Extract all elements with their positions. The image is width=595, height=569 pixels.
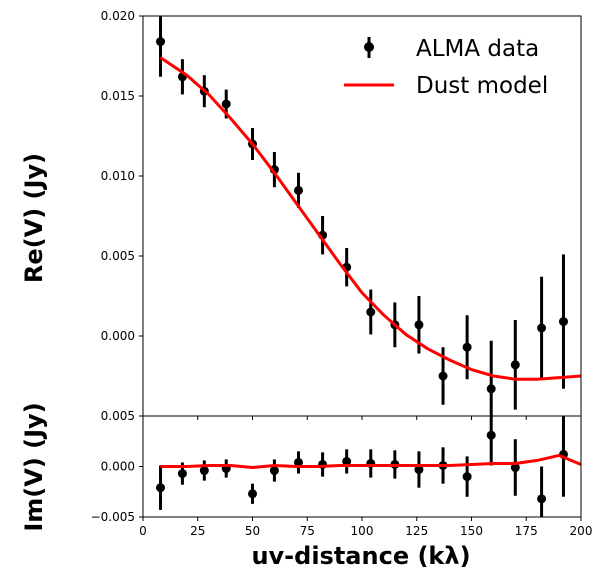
lower-data-point: [293, 457, 303, 467]
legend-label-alma: ALMA data: [416, 36, 539, 62]
xtick-label: 25: [190, 524, 205, 538]
lower-axes-frame: [142, 415, 582, 518]
upper-data-point: [486, 384, 496, 394]
xtick-label: 200: [570, 524, 593, 538]
upper-data-point: [438, 371, 448, 381]
xtick-label: 50: [245, 524, 260, 538]
xtick-label: 125: [405, 524, 428, 538]
upper-data-point: [221, 99, 231, 109]
legend-label-model: Dust model: [416, 73, 548, 99]
upper-data-point: [414, 320, 424, 330]
lower-data-point: [177, 469, 187, 479]
lower-ytick-label: 0.000: [101, 460, 135, 474]
lower-model-line: [160, 453, 581, 470]
upper-ytick-label: 0.000: [101, 329, 135, 343]
upper-data-point: [293, 185, 303, 195]
upper-ytick-label: 0.020: [101, 9, 135, 23]
lower-data-point: [269, 466, 279, 476]
upper-data-point: [537, 323, 547, 333]
lower-data-point: [510, 463, 520, 473]
lower-data-point: [414, 465, 424, 475]
lower-data-point: [156, 483, 166, 493]
upper-ytick-label: 0.015: [101, 89, 135, 103]
lower-data-point: [342, 456, 352, 466]
lower-ylabel: Im(V) (Jy): [20, 402, 48, 531]
lower-data-point: [486, 430, 496, 440]
upper-data-point: [462, 342, 472, 352]
upper-data-point: [558, 317, 568, 327]
xtick-label: 0: [139, 524, 147, 538]
lower-data-point: [537, 494, 547, 504]
upper-model-line: [159, 56, 581, 381]
upper-data-point: [510, 360, 520, 370]
upper-ytick-label: 0.010: [101, 169, 135, 183]
upper-data-point: [366, 307, 376, 317]
xtick-label: 100: [351, 524, 374, 538]
upper-data-point: [156, 37, 166, 47]
xtick-label: 150: [460, 524, 483, 538]
lower-data-point: [462, 472, 472, 482]
legend-marker-alma: [364, 42, 374, 52]
upper-ylabel: Re(V) (Jy): [20, 153, 48, 283]
xlabel: uv-distance (kλ): [251, 542, 470, 569]
lower-ytick-label: −0.005: [91, 510, 135, 524]
xtick-label: 75: [300, 524, 315, 538]
xtick-label: 175: [515, 524, 538, 538]
lower-data-point: [248, 489, 257, 499]
lower-data-point: [199, 466, 209, 476]
upper-ytick-label: 0.005: [101, 249, 135, 263]
lower-ytick-label: 0.005: [101, 409, 135, 423]
